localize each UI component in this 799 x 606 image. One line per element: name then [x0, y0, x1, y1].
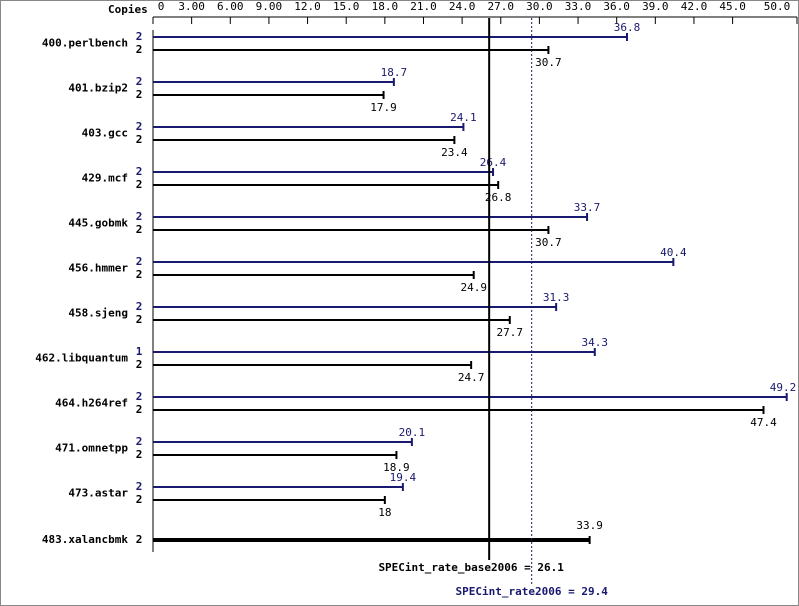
- value-label: 24.7: [458, 371, 485, 384]
- value-label: 31.3: [543, 291, 570, 304]
- benchmark-label: 429.mcf: [82, 172, 128, 185]
- value-label: 18.7: [381, 66, 408, 79]
- value-label: 18: [378, 506, 391, 519]
- x-tick-label: 3.00: [178, 0, 205, 13]
- value-label: 23.4: [441, 146, 468, 159]
- value-label: 30.7: [535, 56, 562, 69]
- value-label: 49.2: [770, 381, 797, 394]
- value-label: 26.8: [485, 191, 512, 204]
- copies-label: 2: [136, 120, 143, 133]
- copies-label: 2: [136, 403, 143, 416]
- value-label: 17.9: [370, 101, 397, 114]
- x-tick-label: 12.0: [294, 0, 321, 13]
- value-label: 24.1: [450, 111, 477, 124]
- benchmark-label: 483.xalancbmk: [42, 533, 128, 546]
- value-label: 33.7: [574, 201, 601, 214]
- copies-label: 2: [136, 300, 143, 313]
- copies-label: 2: [136, 43, 143, 56]
- benchmark-label: 462.libquantum: [35, 352, 128, 365]
- copies-label: 2: [136, 30, 143, 43]
- benchmark-label: 403.gcc: [82, 127, 128, 140]
- x-tick-label: 33.0: [565, 0, 592, 13]
- x-tick-label: 45.0: [719, 0, 746, 13]
- copies-label: 2: [136, 268, 143, 281]
- benchmark-label: 458.sjeng: [68, 307, 128, 320]
- x-tick-label: 50.0: [764, 0, 791, 13]
- copies-label: 2: [136, 313, 143, 326]
- copies-label: 2: [136, 448, 143, 461]
- x-tick-label: 15.0: [333, 0, 360, 13]
- value-label: 40.4: [660, 246, 687, 259]
- copies-label: 2: [136, 210, 143, 223]
- benchmark-label: 473.astar: [68, 487, 128, 500]
- benchmark-label: 456.hmmer: [68, 262, 128, 275]
- reference-label: SPECint_rate2006 = 29.4: [456, 585, 609, 598]
- benchmark-label: 445.gobmk: [68, 217, 128, 230]
- x-tick-label: 36.0: [603, 0, 630, 13]
- x-tick-label: 9.00: [256, 0, 283, 13]
- x-tick-label: 24.0: [449, 0, 476, 13]
- value-label: 24.9: [460, 281, 487, 294]
- value-label: 26.4: [480, 156, 507, 169]
- copies-label: 2: [136, 178, 143, 191]
- x-tick-label: 6.00: [217, 0, 244, 13]
- benchmark-label: 471.omnetpp: [55, 442, 128, 455]
- reference-label: SPECint_rate_base2006 = 26.1: [378, 561, 564, 574]
- x-tick-label: 0: [158, 0, 165, 13]
- benchmark-label: 400.perlbench: [42, 37, 128, 50]
- copies-label: 1: [136, 345, 143, 358]
- value-label: 36.8: [614, 21, 641, 34]
- value-label: 33.9: [576, 519, 603, 532]
- copies-label: 2: [136, 435, 143, 448]
- benchmark-label: 464.h264ref: [55, 397, 128, 410]
- x-tick-label: 18.0: [372, 0, 399, 13]
- x-tick-label: 27.0: [488, 0, 515, 13]
- value-label: 30.7: [535, 236, 562, 249]
- value-label: 19.4: [390, 471, 417, 484]
- copies-label: 2: [136, 390, 143, 403]
- x-axis-label: Copies: [108, 3, 148, 16]
- benchmark-label: 401.bzip2: [68, 82, 128, 95]
- copies-label: 2: [136, 533, 143, 546]
- x-tick-label: 39.0: [642, 0, 669, 13]
- copies-label: 2: [136, 223, 143, 236]
- copies-label: 2: [136, 165, 143, 178]
- x-tick-label: 21.0: [410, 0, 437, 13]
- copies-label: 2: [136, 133, 143, 146]
- copies-label: 2: [136, 88, 143, 101]
- x-tick-label: 42.0: [681, 0, 708, 13]
- value-label: 18.9: [383, 461, 410, 474]
- value-label: 20.1: [399, 426, 426, 439]
- value-label: 27.7: [497, 326, 524, 339]
- value-label: 47.4: [750, 416, 777, 429]
- copies-label: 2: [136, 358, 143, 371]
- copies-label: 2: [136, 493, 143, 506]
- copies-label: 2: [136, 255, 143, 268]
- value-label: 34.3: [582, 336, 609, 349]
- x-tick-label: 30.0: [526, 0, 553, 13]
- copies-label: 2: [136, 75, 143, 88]
- copies-label: 2: [136, 480, 143, 493]
